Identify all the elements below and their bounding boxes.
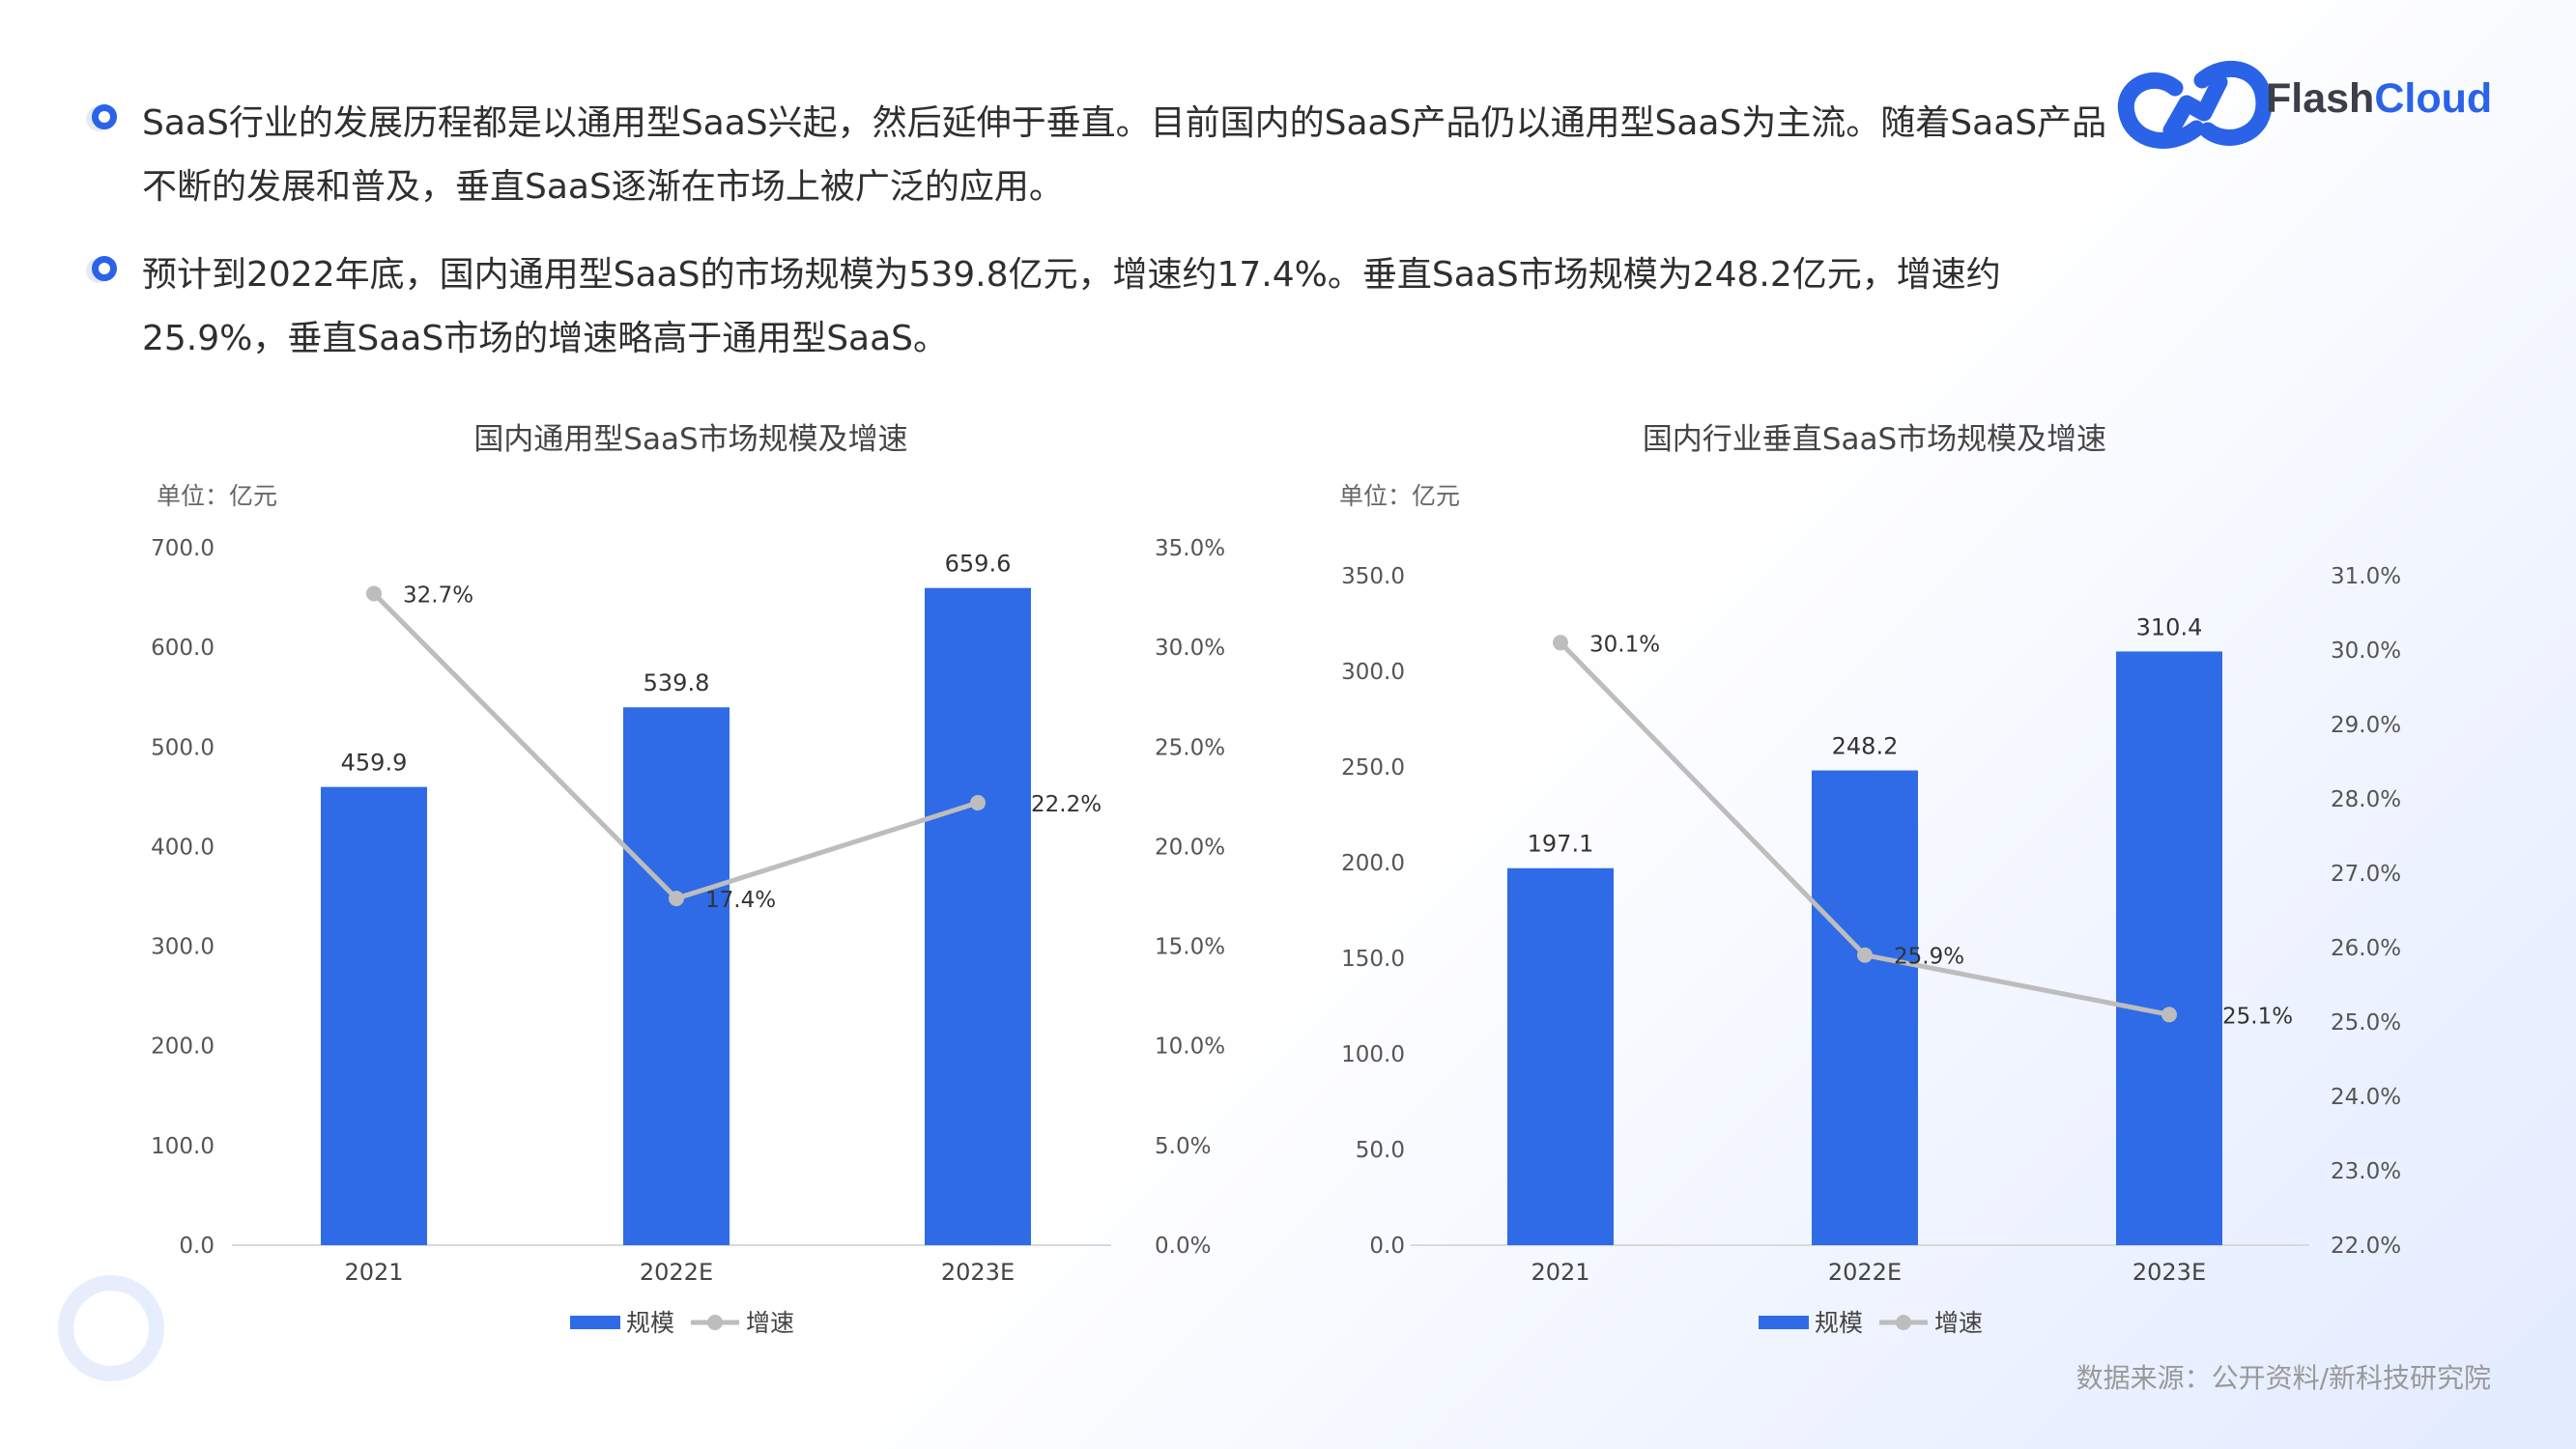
y2-tick-label: 5.0% (1155, 1134, 1211, 1159)
y-tick-label: 500.0 (151, 735, 215, 760)
unit-label: 单位：亿元 (157, 482, 277, 510)
legend-label-bars: 规模 (626, 1309, 674, 1337)
growth-point-2021 (366, 585, 382, 602)
y2-tick-label: 25.0% (1155, 735, 1225, 760)
bar-value-label: 659.6 (945, 551, 1012, 578)
bullet-text: SaaS行业的发展历程都是以通用型SaaS兴起，然后延伸于垂直。目前国内的Saa… (142, 103, 2107, 207)
y-tick-label: 600.0 (151, 636, 215, 661)
legend-line-marker (707, 1315, 723, 1330)
y2-tick-label: 30.0% (1155, 636, 1225, 661)
y2-tick-label: 15.0% (1155, 935, 1225, 960)
legend-bar-swatch (570, 1316, 620, 1329)
bar-value-label: 459.9 (341, 750, 408, 777)
x-tick-label: 2022E (640, 1259, 713, 1286)
growth-value-label: 22.2% (1031, 792, 1102, 817)
y-tick-label: 700.0 (151, 536, 215, 561)
growth-value-label: 17.4% (705, 888, 776, 913)
bar-2023E (925, 587, 1031, 1245)
growth-point-2023E (970, 795, 986, 811)
y-tick-label: 100.0 (151, 1134, 215, 1159)
y-tick-label: 0.0 (179, 1234, 215, 1259)
x-tick-label: 2021 (344, 1259, 403, 1286)
x-tick-label: 2023E (941, 1259, 1015, 1286)
y-tick-label: 200.0 (151, 1035, 215, 1060)
bullet-item-2: 预计到2022年底，国内通用型SaaS的市场规模为539.8亿元，增速约17.4… (92, 243, 2111, 371)
bullet-ring-icon (92, 104, 117, 129)
bar-2021 (321, 786, 427, 1245)
bullet-ring-icon (92, 256, 117, 281)
y-tick-label: 300.0 (151, 935, 215, 960)
bullet-text: 预计到2022年底，国内通用型SaaS的市场规模为539.8亿元，增速约17.4… (142, 255, 2001, 358)
y2-tick-label: 0.0% (1155, 1234, 1211, 1259)
flashcloud-logo-icon (2117, 60, 2273, 149)
y2-tick-label: 35.0% (1155, 536, 1225, 561)
decorative-ring (58, 1275, 164, 1381)
logo-wordmark: FlashCloud (2266, 75, 2492, 123)
logo-word-flash: Flash (2266, 75, 2375, 122)
bullet-item-1: SaaS行业的发展历程都是以通用型SaaS兴起，然后延伸于垂直。目前国内的Saa… (92, 92, 2111, 219)
y2-tick-label: 20.0% (1155, 835, 1225, 860)
bar-2022E (623, 707, 730, 1245)
bar-value-label: 539.8 (644, 669, 710, 696)
growth-point-2022E (669, 891, 684, 907)
data-source-note: 数据来源：公开资料/新科技研究院 (2075, 1362, 2491, 1394)
logo-word-cloud: Cloud (2374, 75, 2493, 122)
legend-label-line: 增速 (746, 1309, 794, 1337)
chart-title: 国内通用型SaaS市场规模及增速 (473, 422, 907, 457)
y-tick-label: 400.0 (151, 835, 215, 860)
growth-value-label: 32.7% (403, 582, 473, 608)
y2-tick-label: 10.0% (1155, 1035, 1225, 1060)
